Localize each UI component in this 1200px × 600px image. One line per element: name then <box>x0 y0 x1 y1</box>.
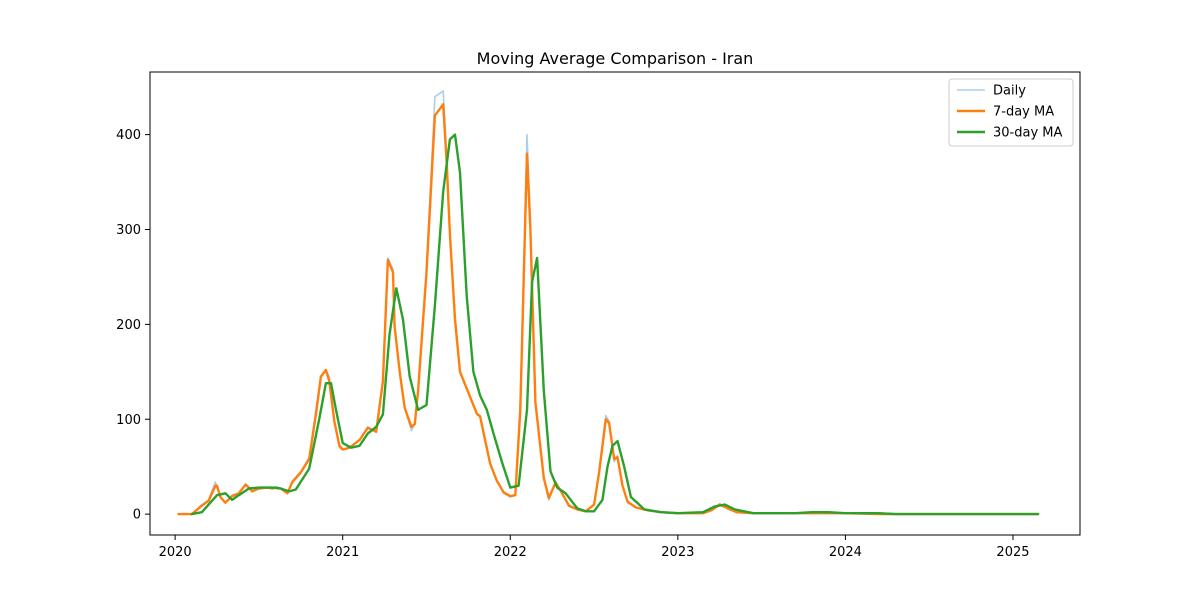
y-tick-label: 100 <box>116 413 141 428</box>
series-layer <box>177 90 1040 516</box>
legend-label: 30-day MA <box>993 126 1062 141</box>
y-tick-label: 300 <box>116 223 141 238</box>
x-tick-label: 2020 <box>159 545 192 560</box>
y-tick-label: 0 <box>133 508 141 523</box>
y-tick-label: 200 <box>116 318 141 333</box>
series-line-2 <box>190 133 1040 516</box>
x-tick-label: 2021 <box>326 545 359 560</box>
y-axis: 0 100 200 300 400 <box>116 128 150 523</box>
legend: Daily 7-day MA 30-day MA <box>948 78 1074 147</box>
x-tick-label: 2022 <box>494 545 527 560</box>
x-tick-label: 2025 <box>996 545 1029 560</box>
chart-title: Moving Average Comparison - Iran <box>477 49 754 68</box>
plot-area-frame <box>149 71 1081 536</box>
x-tick-label: 2023 <box>661 545 694 560</box>
x-axis: 2020 2021 2022 2023 2024 2025 <box>159 535 1030 560</box>
legend-label: Daily <box>993 84 1026 99</box>
series-line-1 <box>177 103 1040 516</box>
legend-label: 7-day MA <box>993 105 1054 120</box>
y-tick-label: 400 <box>116 128 141 143</box>
legend-box <box>948 78 1074 147</box>
x-tick-label: 2024 <box>829 545 862 560</box>
series-line-0 <box>177 90 1039 515</box>
